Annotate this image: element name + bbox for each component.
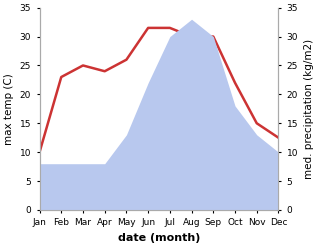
Y-axis label: max temp (C): max temp (C) — [4, 73, 14, 145]
Y-axis label: med. precipitation (kg/m2): med. precipitation (kg/m2) — [304, 39, 314, 179]
X-axis label: date (month): date (month) — [118, 233, 200, 243]
